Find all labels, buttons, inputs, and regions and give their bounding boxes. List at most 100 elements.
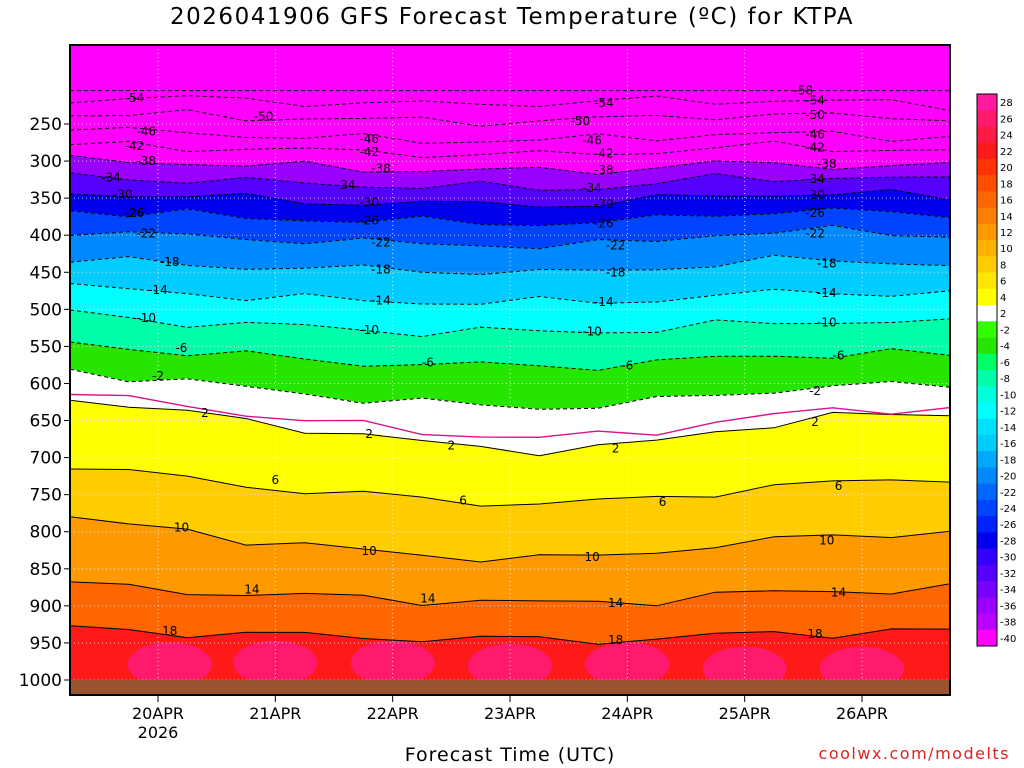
contour-label: -18 bbox=[371, 262, 391, 276]
contour-label: -42 bbox=[805, 141, 825, 155]
contour-label: -50 bbox=[571, 114, 591, 128]
colorbar-swatch bbox=[977, 158, 997, 176]
x-axis-label: Forecast Time (UTC) bbox=[404, 744, 616, 766]
y-tick-label: 500 bbox=[30, 300, 62, 320]
colorbar-swatch bbox=[977, 370, 997, 387]
colorbar-swatch bbox=[977, 305, 997, 322]
colorbar-label: -6 bbox=[1000, 358, 1010, 369]
colorbar-label: -34 bbox=[1000, 585, 1016, 596]
contour-label: -26 bbox=[125, 206, 145, 220]
colorbar-label: 26 bbox=[1000, 114, 1013, 125]
contour-label: 6 bbox=[272, 473, 280, 487]
warm-core bbox=[820, 646, 904, 691]
contour-label: -14 bbox=[594, 295, 614, 309]
isotherm-2 bbox=[70, 399, 950, 457]
isotherm--6 bbox=[70, 341, 950, 371]
y-tick-label: 750 bbox=[30, 486, 62, 506]
isotherm--14 bbox=[70, 283, 950, 305]
contour-label: 10 bbox=[174, 520, 189, 534]
colorbar-swatch bbox=[977, 288, 997, 306]
contour-label: -14 bbox=[148, 283, 168, 297]
contour-label: -38 bbox=[594, 163, 614, 177]
contour-label: -54 bbox=[805, 93, 825, 107]
colorbar-swatch bbox=[977, 353, 997, 371]
y-tick-label: 950 bbox=[30, 634, 62, 654]
contour-label: -6 bbox=[833, 348, 845, 362]
colorbar-swatch bbox=[977, 142, 997, 160]
warm-core bbox=[702, 646, 787, 691]
y-tick-label: 400 bbox=[30, 226, 62, 246]
isotherm-18 bbox=[70, 625, 950, 645]
y-tick-label: 450 bbox=[30, 263, 62, 283]
contour-label: -26 bbox=[594, 216, 614, 230]
warm-core bbox=[233, 640, 318, 685]
contour-label: -18 bbox=[817, 256, 837, 270]
isotherm--30 bbox=[70, 188, 950, 208]
colorbar-swatch bbox=[977, 548, 997, 566]
contour-label: 14 bbox=[831, 586, 846, 600]
isotherm--38 bbox=[70, 154, 950, 175]
warm-core bbox=[350, 640, 435, 685]
contour-label: -54 bbox=[125, 91, 145, 105]
isotherm--46 bbox=[70, 126, 950, 144]
chart-title: 2026041906 GFS Forecast Temperature (ºC)… bbox=[170, 4, 854, 30]
colorbar-swatch bbox=[977, 337, 997, 355]
colorbar-frame bbox=[976, 93, 998, 647]
contour-label: -22 bbox=[371, 236, 391, 250]
contour-label: -34 bbox=[101, 170, 121, 184]
contour-label: 10 bbox=[584, 550, 599, 564]
contour-label: -54 bbox=[594, 96, 614, 110]
isotherm--22 bbox=[70, 224, 950, 250]
colorbar-label: -38 bbox=[1000, 618, 1016, 629]
colorbar-label: -8 bbox=[1000, 374, 1010, 385]
colorbar-swatch bbox=[977, 191, 997, 209]
contour-label: -10 bbox=[136, 311, 156, 325]
colorbar-swatch bbox=[977, 175, 997, 192]
colorbar-label: 22 bbox=[1000, 147, 1013, 158]
y-tick-label: 700 bbox=[30, 449, 62, 469]
contour-label: 18 bbox=[608, 633, 623, 647]
isotherm--50 bbox=[70, 109, 950, 127]
colorbar-legend: 28 26 24 22 20 18 16 14 12 10 8 6 4 2 -2 -4 -6 -8 -10 -12 -1… bbox=[976, 93, 1016, 647]
contour-label: 2 bbox=[365, 427, 373, 441]
isotherm--18 bbox=[70, 254, 950, 276]
contour-label: -58 bbox=[794, 84, 814, 98]
contour-label: -34 bbox=[336, 178, 356, 192]
warm-core bbox=[585, 642, 670, 687]
y-tick-label: 900 bbox=[30, 597, 62, 617]
x-tick-sublabel: 2026 bbox=[138, 723, 179, 742]
contour-label: 10 bbox=[819, 534, 834, 548]
credit-link[interactable]: coolwx.com/modelts bbox=[818, 744, 1010, 763]
y-tick-label: 550 bbox=[30, 337, 62, 357]
x-tick-label: 24APR bbox=[601, 704, 653, 723]
contour-label: -30 bbox=[594, 197, 614, 211]
contour-labels: -58-54 -54 -54-50 -50 -50-46-46 -46 -46-42 -42-… bbox=[101, 84, 846, 647]
contour-label: 18 bbox=[162, 624, 177, 638]
colorbar-swatch bbox=[977, 126, 997, 144]
colorbar-swatch bbox=[977, 207, 997, 225]
x-tick-label: 25APR bbox=[719, 704, 771, 723]
contour-label: -10 bbox=[359, 323, 379, 337]
colorbar-label: -40 bbox=[1000, 634, 1016, 645]
isotherm--2 bbox=[70, 368, 950, 410]
contour-label: -6 bbox=[422, 356, 434, 370]
colorbar-label: -2 bbox=[1000, 325, 1010, 336]
contour-label: -10 bbox=[582, 325, 602, 339]
colorbar-swatch bbox=[977, 499, 997, 517]
y-tick-label: 650 bbox=[30, 412, 62, 432]
contour-label: -30 bbox=[359, 196, 379, 210]
contour-label: -22 bbox=[136, 227, 156, 241]
isotherm-6 bbox=[70, 468, 950, 507]
x-tick-label: 22APR bbox=[367, 704, 419, 723]
isotherm--10 bbox=[70, 309, 950, 338]
colorbar-swatch bbox=[977, 434, 997, 452]
contour-label: -34 bbox=[582, 181, 602, 195]
contour-label: -18 bbox=[160, 255, 180, 269]
contour-label: 14 bbox=[608, 596, 623, 610]
colorbar-label: -20 bbox=[1000, 472, 1016, 483]
colorbar-swatch bbox=[977, 581, 997, 598]
contour-label: 18 bbox=[807, 627, 822, 641]
contour-label: -46 bbox=[359, 132, 379, 146]
colorbar-swatch bbox=[977, 321, 997, 338]
